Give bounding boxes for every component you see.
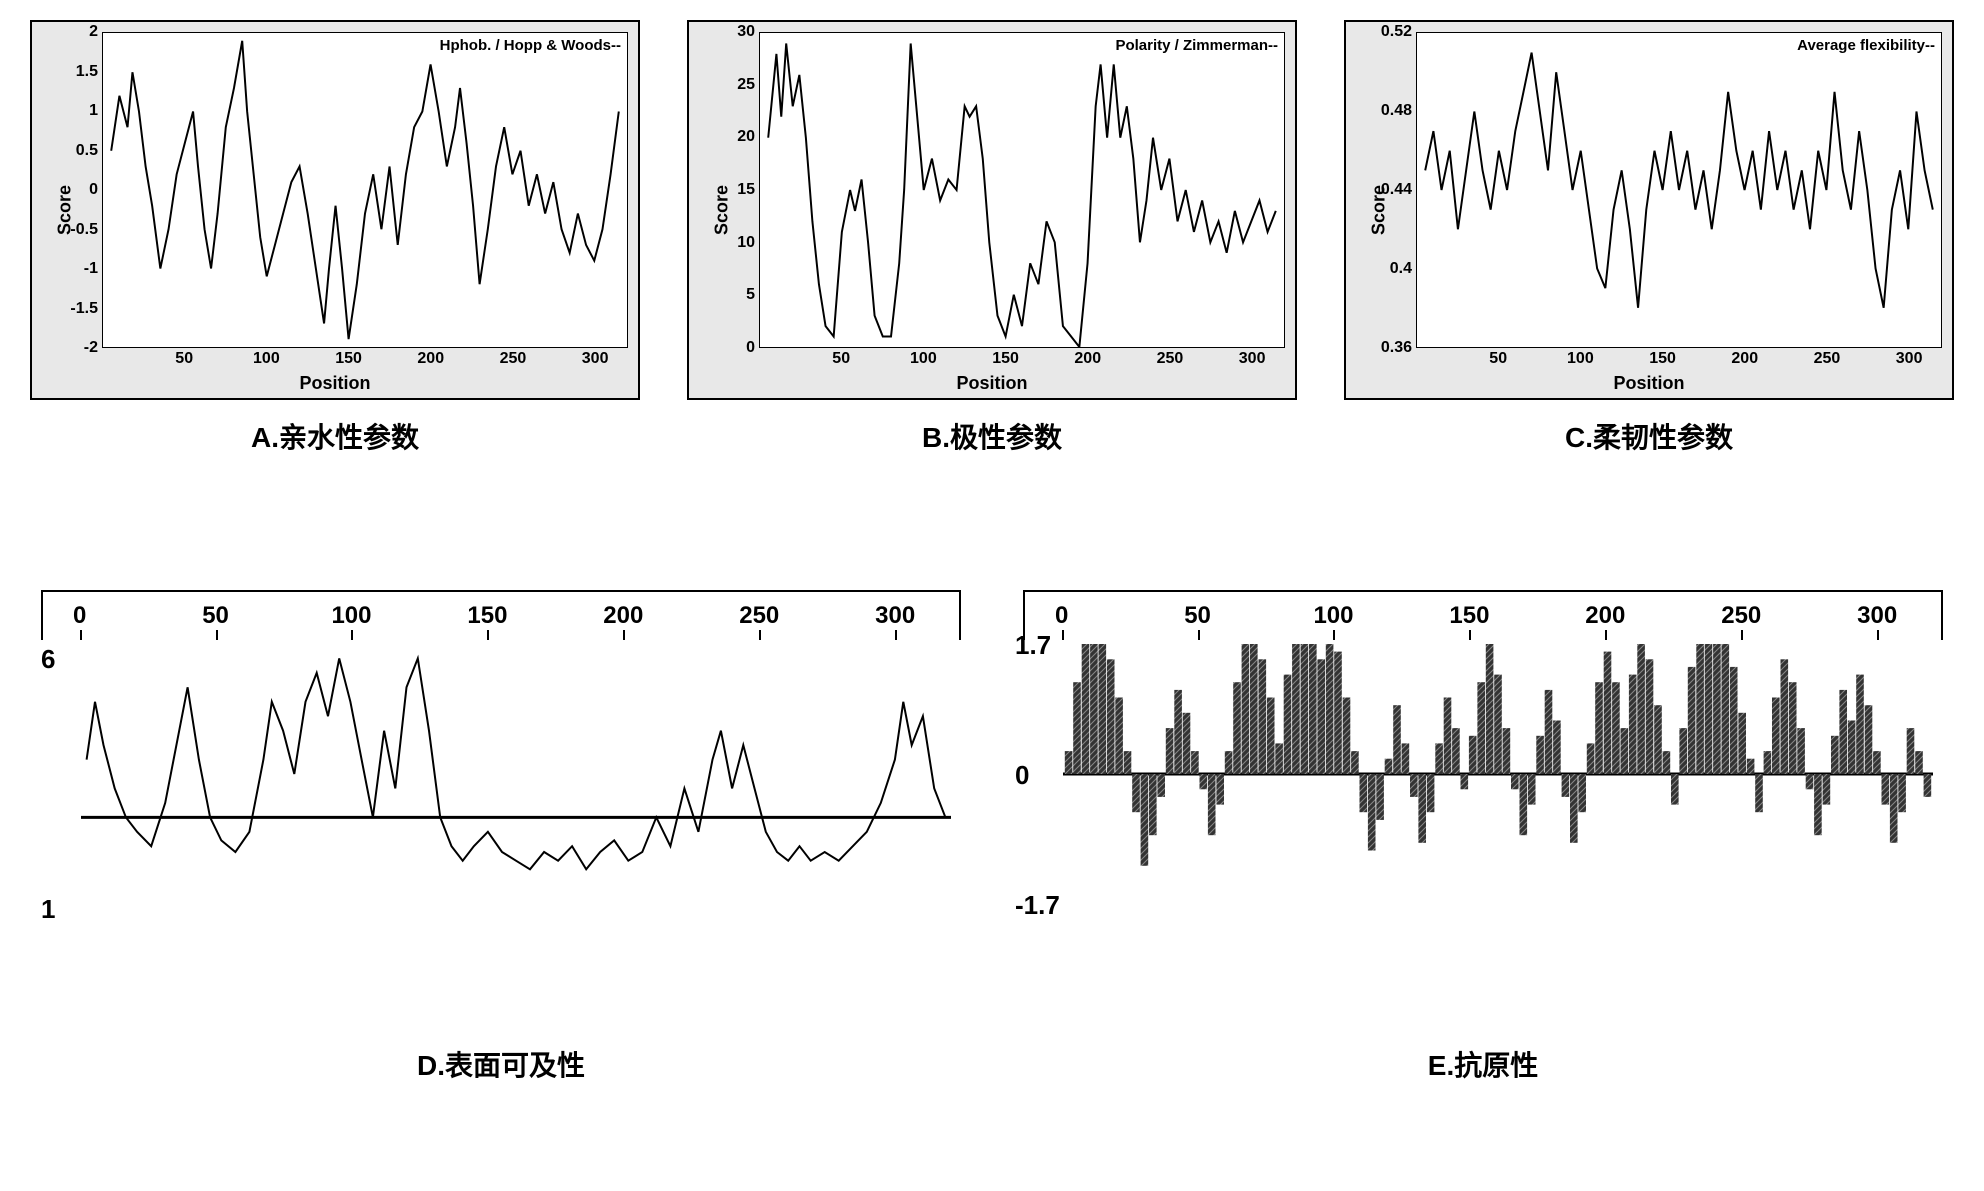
chart-e-area: 1.70-1.7 [1023,644,1943,904]
panel-d: 050100150200250300 61 D.表面可及性 [41,590,961,1084]
chart-b-xticks: 50100150200250300 [759,350,1285,370]
panel-a: Score Position -2-1.5-1-0.500.511.52 501… [30,20,640,480]
caption-e: E.抗原性 [1023,1044,1943,1084]
chart-b-box: Score Position 051015202530 501001502002… [687,20,1297,400]
caption-c: C.柔韧性参数 [1344,416,1954,456]
chart-a-xlabel: Position [300,373,371,394]
chart-e-topaxis: 050100150200250300 [1023,590,1943,640]
chart-a-line [103,33,627,347]
chart-b-xlabel: Position [957,373,1028,394]
caption-d: D.表面可及性 [41,1044,961,1084]
caption-b: B.极性参数 [687,416,1297,456]
chart-a-xticks: 50100150200250300 [102,350,628,370]
panel-b: Score Position 051015202530 501001502002… [687,20,1297,480]
chart-a-box: Score Position -2-1.5-1-0.500.511.52 501… [30,20,640,400]
chart-a-area: Hphob. / Hopp & Woods-- [102,32,628,348]
chart-b-line [760,33,1284,347]
chart-a-yticks: -2-1.5-1-0.500.511.52 [62,32,100,348]
caption-a: A.亲水性参数 [30,416,640,456]
chart-c-box: Score Position 0.360.40.440.480.52 50100… [1344,20,1954,400]
chart-c-yticks: 0.360.40.440.480.52 [1376,32,1414,348]
chart-c-line [1417,33,1941,347]
panel-e: 050100150200250300 1.70-1.7 E.抗原性 [1023,590,1943,1084]
panel-c: Score Position 0.360.40.440.480.52 50100… [1344,20,1954,480]
chart-b-area: Polarity / Zimmerman-- [759,32,1285,348]
chart-d-area: 61 [41,644,961,904]
chart-c-xlabel: Position [1614,373,1685,394]
chart-c-xticks: 50100150200250300 [1416,350,1942,370]
chart-b-yticks: 051015202530 [719,32,757,348]
chart-c-area: Average flexibility-- [1416,32,1942,348]
chart-e-bars [1063,644,1933,904]
chart-d-topaxis: 050100150200250300 [41,590,961,640]
chart-d-line [81,644,951,904]
